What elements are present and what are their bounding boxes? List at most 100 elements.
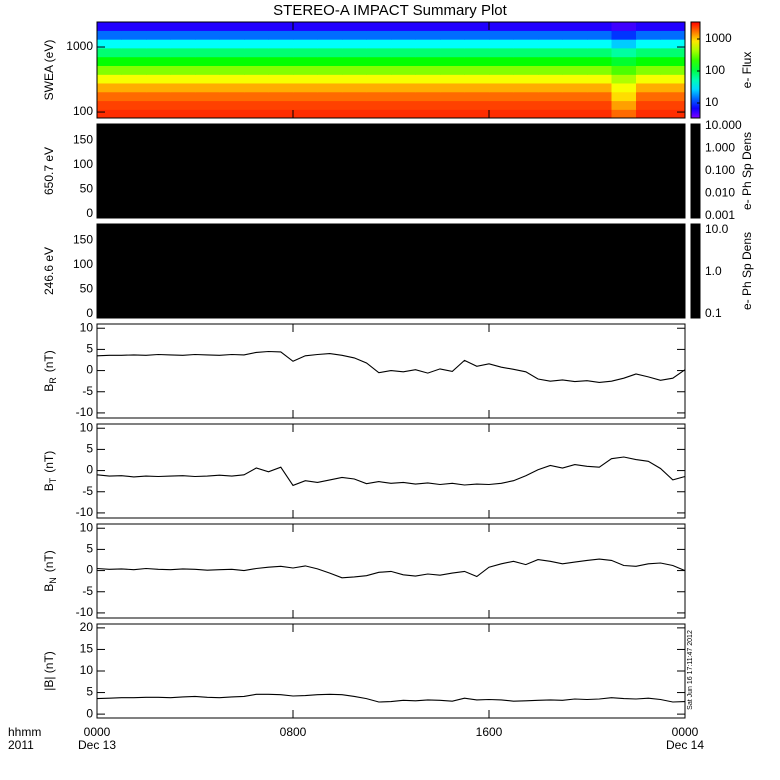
spectrogram-cell bbox=[562, 74, 588, 84]
spectrogram-cell bbox=[513, 91, 539, 102]
spectrogram-cell bbox=[195, 30, 220, 40]
spectrogram-cell bbox=[513, 109, 539, 119]
y-tick-label: -10 bbox=[76, 605, 94, 619]
y-tick-label: 10 bbox=[80, 320, 94, 334]
spectrogram-cell bbox=[415, 22, 441, 31]
spectrogram-cell bbox=[513, 30, 539, 40]
spectrogram-cell bbox=[366, 100, 392, 110]
timestamp: Sat Jun 16 17:11:47 2012 bbox=[687, 630, 694, 710]
spectrogram-cell bbox=[195, 39, 220, 49]
spectrogram-cell bbox=[121, 109, 147, 119]
spectrogram-cell bbox=[268, 30, 294, 40]
y-tick-label: 10 bbox=[80, 520, 94, 534]
time-axis-label: hhmm bbox=[8, 725, 41, 739]
panel-frame bbox=[96, 223, 686, 319]
spectrogram-cell bbox=[391, 91, 416, 102]
spectrogram-cell bbox=[219, 56, 245, 66]
spectrogram-cell bbox=[366, 30, 392, 40]
spectrogram-cell bbox=[244, 56, 269, 66]
spectrogram-cell bbox=[121, 100, 147, 110]
spectrogram-cell bbox=[660, 65, 686, 75]
colorbar-tick-label: 1.0 bbox=[705, 264, 722, 278]
spectrogram-cell bbox=[97, 82, 122, 93]
spectrogram-cell bbox=[415, 100, 441, 110]
spectrogram-cell bbox=[587, 39, 612, 49]
spectrogram-cell bbox=[513, 100, 539, 110]
colorbar-tick-label: 10 bbox=[705, 95, 719, 109]
y-tick-label: 50 bbox=[80, 282, 94, 296]
x-tick-label: 0000 bbox=[672, 725, 699, 739]
spectrogram-cell bbox=[317, 22, 343, 31]
spectrogram-cell bbox=[513, 65, 539, 75]
spectrogram-cell bbox=[660, 56, 686, 66]
spectrogram-cell bbox=[97, 74, 122, 84]
spectrogram-cell bbox=[611, 65, 637, 75]
spectrogram-cell bbox=[636, 22, 661, 31]
y-tick-label: 0 bbox=[86, 363, 93, 377]
y-tick-label: -5 bbox=[82, 384, 93, 398]
spectrogram-cell bbox=[170, 91, 196, 102]
spectrogram-cell bbox=[219, 65, 245, 75]
spectrogram-cell bbox=[440, 65, 465, 75]
spectrogram-cell bbox=[342, 56, 367, 66]
spectrogram-cell bbox=[391, 100, 416, 110]
y-tick-label: 0 bbox=[86, 206, 93, 220]
spectrogram-cell bbox=[268, 91, 294, 102]
y-tick-label: -5 bbox=[82, 584, 93, 598]
spectrogram-cell bbox=[513, 22, 539, 31]
spectrogram-cell bbox=[391, 22, 416, 31]
line-series bbox=[96, 693, 686, 703]
spectrogram-cell bbox=[587, 22, 612, 31]
colorbar-label: e- Flux bbox=[740, 52, 754, 89]
spectrogram-cell bbox=[366, 65, 392, 75]
spectrogram-cell bbox=[464, 39, 490, 49]
spectrogram-cell bbox=[317, 39, 343, 49]
spectrogram-cell bbox=[170, 47, 196, 58]
spectrogram-cell bbox=[146, 56, 171, 66]
spectrogram-cell bbox=[513, 74, 539, 84]
spectrogram-cell bbox=[440, 100, 465, 110]
line-series bbox=[96, 456, 686, 487]
y-axis-label: BN (nT) bbox=[42, 550, 58, 592]
colorbar bbox=[690, 223, 701, 319]
spectrogram-cell bbox=[660, 91, 686, 102]
spectrogram-cell bbox=[146, 30, 171, 40]
spectrogram-cell bbox=[391, 65, 416, 75]
line-series bbox=[96, 558, 686, 579]
spectrogram-cell bbox=[464, 109, 490, 119]
spectrogram-cell bbox=[415, 109, 441, 119]
spectrogram-cell bbox=[440, 82, 465, 93]
spectrogram-cell bbox=[611, 30, 637, 40]
spectrogram-cell bbox=[464, 82, 490, 93]
spectrogram-cell bbox=[97, 91, 122, 102]
colorbar-tick-label: 0.100 bbox=[705, 163, 735, 177]
spectrogram-cell bbox=[268, 47, 294, 58]
colorbar-tick-label: 0.001 bbox=[705, 208, 735, 222]
panel-frame bbox=[96, 423, 686, 519]
y-tick-label: 20 bbox=[80, 620, 94, 634]
colorbar-tick-label: 0.1 bbox=[705, 306, 722, 320]
line-series bbox=[96, 350, 686, 383]
spectrogram-cell bbox=[415, 91, 441, 102]
spectrogram-cell bbox=[660, 39, 686, 49]
y-label-unit: (nT) bbox=[42, 350, 56, 372]
spectrogram-area bbox=[97, 124, 685, 218]
spectrogram-cell bbox=[415, 39, 441, 49]
colorbar-tick-label: 1.000 bbox=[705, 140, 735, 154]
spectrogram-cell bbox=[538, 56, 563, 66]
spectrogram-cell bbox=[342, 65, 367, 75]
y-axis-label: BR (nT) bbox=[42, 350, 58, 392]
spectrogram-cell bbox=[636, 30, 661, 40]
spectrogram-cell bbox=[293, 100, 318, 110]
spectrogram-cell bbox=[562, 91, 588, 102]
spectrogram-cell bbox=[121, 22, 147, 31]
spectrogram-cell bbox=[636, 74, 661, 84]
spectrogram-cell bbox=[317, 109, 343, 119]
spectrogram-cell bbox=[538, 65, 563, 75]
spectrogram-cell bbox=[538, 39, 563, 49]
spectrogram-cell bbox=[244, 109, 269, 119]
spectrogram-cell bbox=[268, 82, 294, 93]
x-tick-date: Dec 14 bbox=[666, 738, 704, 752]
spectrogram-cell bbox=[293, 39, 318, 49]
